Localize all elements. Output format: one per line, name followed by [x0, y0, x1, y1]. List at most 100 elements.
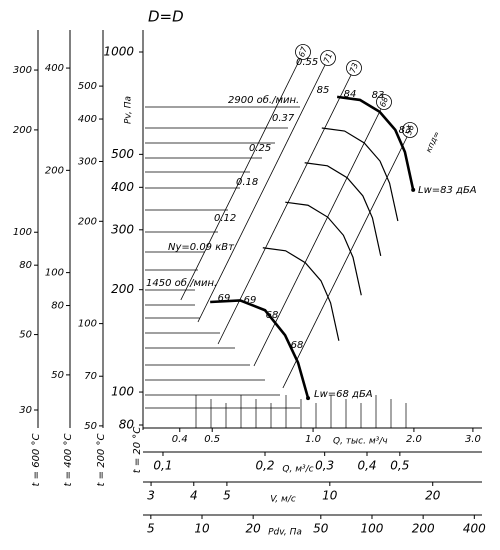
end-point	[411, 187, 416, 192]
temperature-axis-label: t = 200 °C	[96, 434, 107, 487]
scale-tick-label: 0,3	[315, 459, 334, 473]
scale-tick-label: 5	[223, 489, 231, 503]
scale-label: V, м/с	[270, 495, 296, 505]
temperature-tick-label: 400	[78, 114, 97, 125]
y-tick-label: 400	[111, 180, 134, 194]
temperature-tick-label: 50	[19, 330, 32, 341]
efficiency-ray-label: 68	[378, 96, 390, 109]
speed-arc	[262, 247, 340, 341]
efficiency-ray-label: 56	[404, 124, 416, 137]
scale-tick-label: 0,2	[255, 459, 274, 473]
power-label: Ny=0.09 кВт	[168, 242, 235, 253]
temperature-tick-label: 50	[51, 370, 64, 381]
end-label: Lw=68 дБА	[314, 389, 373, 400]
scale-tick-label: 20	[246, 522, 262, 536]
temperature-tick-label: 30	[19, 405, 32, 416]
temperature-tick-label: 500	[78, 81, 97, 92]
scale-tick-label: 10	[194, 522, 210, 536]
scale-label: Pdv, Па	[268, 528, 302, 538]
x-tick-label: 2.0	[406, 434, 422, 445]
temperature-tick-label: 200	[13, 125, 32, 136]
efficiency-value: 68	[266, 310, 279, 321]
efficiency-value: 69	[244, 295, 257, 306]
efficiency-ray-label: 71	[322, 52, 334, 65]
efficiency-circle	[346, 60, 362, 76]
temperature-tick-label: 80	[51, 301, 64, 312]
efficiency-circle	[295, 44, 311, 60]
end-label: Lw=83 дБА	[418, 185, 477, 196]
scale-tick-label: 20	[425, 489, 441, 503]
end-point	[306, 396, 311, 401]
temperature-tick-label: 400	[45, 63, 64, 74]
scale-tick-label: 0,1	[153, 459, 172, 473]
speed-arc	[304, 162, 382, 256]
efficiency-circle	[376, 94, 392, 110]
series-name: 2900 об./мин.	[228, 94, 299, 106]
power-label: 0.12	[214, 213, 236, 224]
y-tick-label: 100	[111, 385, 134, 399]
temperature-tick-label: 200	[78, 216, 97, 227]
series-name: 1450 об./мин.	[146, 277, 217, 289]
scale-tick-label: 4	[190, 489, 198, 503]
efficiency-value: 83	[372, 90, 385, 101]
efficiency-value: 69	[218, 293, 231, 304]
temperature-tick-label: 300	[78, 156, 97, 167]
main-axis-label: t = 20 °C	[132, 427, 143, 474]
efficiency-circle	[320, 50, 336, 66]
y-tick-label: 300	[111, 222, 134, 236]
temperature-tick-label: 200	[45, 165, 64, 176]
x-tick-label: 3.0	[465, 434, 481, 445]
scale-tick-label: 0,4	[357, 459, 376, 473]
temperature-tick-label: 100	[13, 227, 32, 238]
scale-tick-label: 200	[412, 522, 435, 536]
efficiency-ray-label: 73	[348, 62, 360, 75]
temperature-tick-label: 80	[19, 260, 32, 271]
efficiency-label: кпд=	[424, 130, 442, 154]
x-axis-label: Q, тыс. м³/ч	[333, 437, 388, 447]
power-label: 0.18	[236, 177, 258, 188]
speed-arc	[285, 201, 362, 296]
x-tick-label: 0.4	[172, 434, 188, 445]
scale-tick-label: 100	[361, 522, 384, 536]
series-line	[210, 299, 310, 399]
efficiency-value: 85	[317, 85, 330, 96]
temperature-tick-label: 100	[45, 268, 64, 279]
chart-title: D=D	[148, 8, 184, 26]
power-label: 0.25	[249, 143, 271, 154]
efficiency-ray	[197, 64, 326, 323]
efficiency-circle	[402, 122, 418, 138]
speed-arc	[321, 127, 399, 222]
temperature-tick-label: 50	[84, 421, 97, 432]
temperature-tick-label: 70	[84, 371, 97, 382]
power-label: 0.55	[296, 57, 318, 68]
efficiency-ray	[253, 108, 382, 367]
efficiency-ray	[180, 58, 301, 301]
efficiency-ray-label: 67	[297, 45, 309, 58]
scale-tick-label: 3	[147, 489, 155, 503]
efficiency-ray	[282, 136, 408, 389]
scale-tick-label: 50	[313, 522, 329, 536]
temperature-axis-label: t = 600 °C	[31, 434, 42, 487]
scale-tick-label: 5	[147, 522, 155, 536]
efficiency-value: 83	[399, 125, 412, 136]
temperature-axis-label: t = 400 °C	[63, 434, 74, 487]
y-axis-label: Pv, Па	[124, 96, 134, 124]
scale-label: Q, м³/с	[282, 465, 313, 475]
y-tick-label: 200	[111, 282, 134, 296]
scale-tick-label: 10	[322, 489, 338, 503]
x-tick-label: 0.5	[204, 434, 220, 445]
scale-tick-label: 0,5	[390, 459, 409, 473]
y-tick-label: 500	[111, 147, 134, 161]
efficiency-value: 68	[291, 340, 304, 351]
y-tick-label: 1000	[103, 45, 134, 59]
y-tick-label: 80	[119, 418, 135, 432]
series-line	[336, 95, 415, 191]
power-label: 0.37	[272, 113, 295, 124]
scale-tick-label: 400	[463, 522, 486, 536]
temperature-tick-label: 300	[13, 65, 32, 76]
temperature-tick-label: 100	[78, 319, 97, 330]
x-tick-label: 1.0	[305, 434, 321, 445]
efficiency-value: 84	[344, 89, 357, 100]
